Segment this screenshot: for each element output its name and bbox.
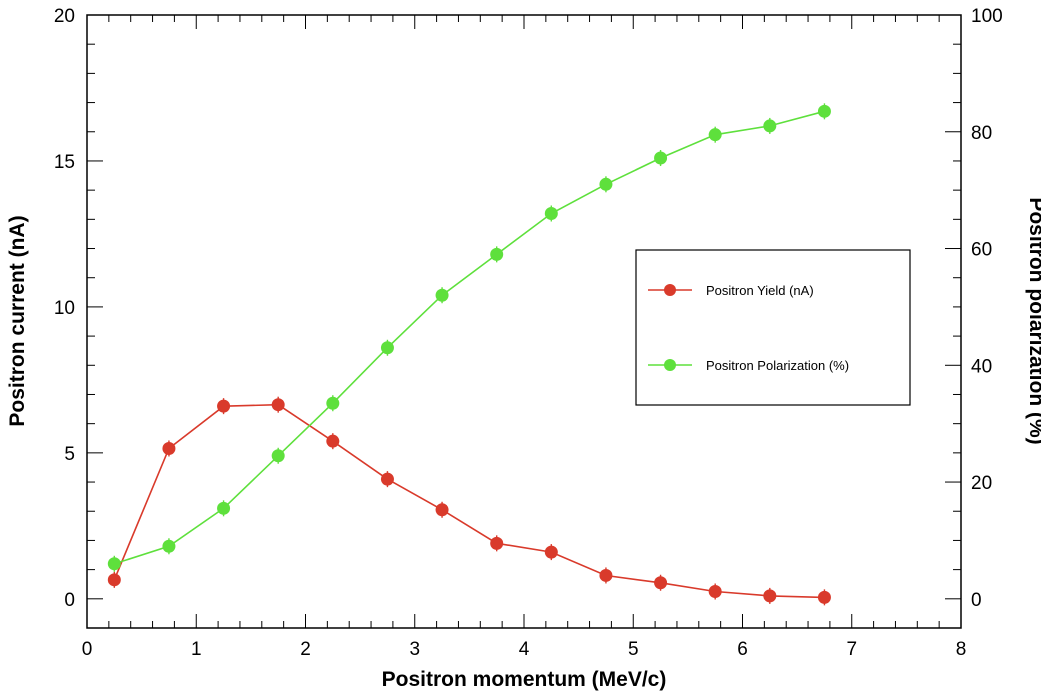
data-point xyxy=(817,104,831,118)
legend-marker-yield xyxy=(664,284,676,296)
y2-tick-label: 60 xyxy=(971,240,992,261)
data-point xyxy=(107,573,121,587)
y2-tick-label: 80 xyxy=(971,123,992,144)
y-tick-label: 5 xyxy=(64,444,75,465)
data-point xyxy=(490,247,504,261)
data-point xyxy=(817,590,831,604)
data-point xyxy=(380,472,394,486)
legend-label-polarization: Positron Polarization (%) xyxy=(706,358,849,373)
data-point xyxy=(599,177,613,191)
x-tick-label: 6 xyxy=(737,639,748,660)
x-tick-label: 3 xyxy=(409,639,420,660)
y2-tick-label: 0 xyxy=(971,590,982,611)
y-tick-label: 20 xyxy=(54,6,75,27)
data-point xyxy=(544,206,558,220)
data-point xyxy=(599,568,613,582)
y-tick-label: 15 xyxy=(54,152,75,173)
legend-marker-polarization xyxy=(664,359,676,371)
x-tick-label: 1 xyxy=(191,639,202,660)
data-point xyxy=(708,585,722,599)
data-point xyxy=(435,503,449,517)
legend-label-yield: Positron Yield (nA) xyxy=(706,283,814,298)
legend: Positron Yield (nA) Positron Polarizatio… xyxy=(635,249,911,406)
data-point xyxy=(654,151,668,165)
data-point xyxy=(217,501,231,515)
data-point xyxy=(435,288,449,302)
x-tick-label: 8 xyxy=(956,639,967,660)
data-point xyxy=(107,557,121,571)
x-tick-label: 4 xyxy=(519,639,530,660)
series-layer xyxy=(107,103,831,606)
data-point xyxy=(326,434,340,448)
legend-box xyxy=(635,249,911,406)
x-tick-label: 7 xyxy=(846,639,857,660)
y2-tick-label: 40 xyxy=(971,356,992,377)
data-point xyxy=(380,341,394,355)
data-point xyxy=(271,449,285,463)
y-axis-title: Positron current (nA) xyxy=(6,215,29,426)
y2-axis-title: Positron polarization (%) xyxy=(1025,197,1041,444)
series-line-yield xyxy=(113,403,825,599)
y2-tick-label: 20 xyxy=(971,473,992,494)
data-point xyxy=(763,119,777,133)
data-point xyxy=(271,398,285,412)
data-point xyxy=(763,589,777,603)
y2-tick-label: 100 xyxy=(971,6,1003,27)
x-tick-label: 5 xyxy=(628,639,639,660)
data-point xyxy=(490,536,504,550)
series-line-polarization xyxy=(114,110,825,565)
data-point xyxy=(708,128,722,142)
y-tick-label: 0 xyxy=(64,590,75,611)
x-tick-label: 0 xyxy=(82,639,93,660)
y-tick-label: 10 xyxy=(54,298,75,319)
data-point xyxy=(544,545,558,559)
data-point xyxy=(217,399,231,413)
data-point xyxy=(162,441,176,455)
data-point xyxy=(654,576,668,590)
x-tick-label: 2 xyxy=(300,639,311,660)
data-point xyxy=(326,396,340,410)
data-point xyxy=(162,539,176,553)
x-axis-title: Positron momentum (MeV/c) xyxy=(382,668,667,691)
ticks-layer xyxy=(86,14,962,628)
